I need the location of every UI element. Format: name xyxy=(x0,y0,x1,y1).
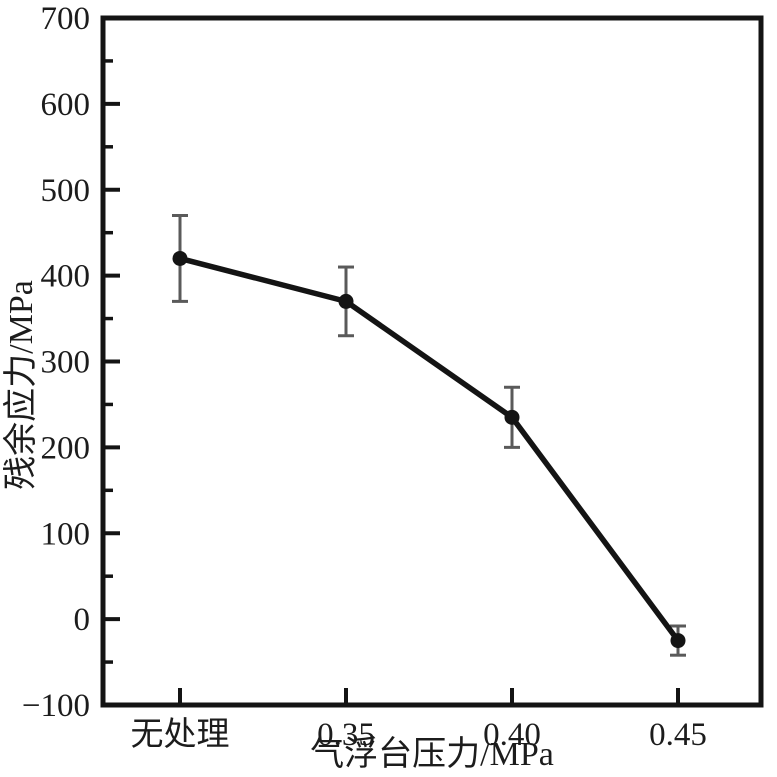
y-tick-label: 600 xyxy=(41,87,91,123)
data-point-marker xyxy=(338,293,354,309)
plot-frame xyxy=(100,15,764,708)
x-axis-title: 气浮台压力/MPa xyxy=(310,735,554,773)
y-tick-label: 200 xyxy=(41,430,91,466)
y-tick-label: 500 xyxy=(41,173,91,209)
y-tick-label: 700 xyxy=(41,1,91,37)
x-tick-label: 0.45 xyxy=(649,717,707,753)
data-point-marker xyxy=(172,250,188,266)
data-point-marker xyxy=(504,409,520,425)
y-axis-title: 残余应力/MPa xyxy=(2,280,40,490)
x-tick-label: 0.35 xyxy=(317,717,375,753)
y-tick-label: −100 xyxy=(22,688,90,724)
x-tick-label: 无处理 xyxy=(131,716,230,753)
y-tick-label: 300 xyxy=(41,345,91,381)
y-tick-label: 400 xyxy=(41,259,91,295)
y-tick-label: 100 xyxy=(41,516,91,552)
data-point-marker xyxy=(670,633,686,649)
data-line xyxy=(179,255,681,643)
y-tick-label: 0 xyxy=(74,602,91,638)
x-tick-label: 0.40 xyxy=(483,717,541,753)
